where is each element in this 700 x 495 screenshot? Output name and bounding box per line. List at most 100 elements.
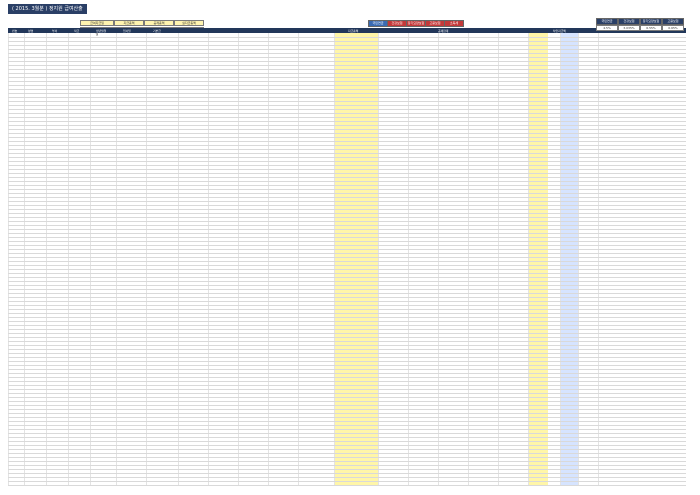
grid-column	[334, 33, 335, 485]
table-row	[8, 341, 686, 346]
table-row	[8, 77, 686, 82]
table-row	[8, 209, 686, 214]
table-row	[8, 281, 686, 286]
table-row	[8, 221, 686, 226]
table-row	[8, 89, 686, 94]
right-value-2: 3.035%	[618, 25, 640, 31]
table-row	[8, 325, 686, 330]
table-row	[8, 141, 686, 146]
grid-column	[238, 33, 239, 485]
table-row	[8, 225, 686, 230]
table-row	[8, 149, 686, 154]
table-row	[8, 253, 686, 258]
table-row	[8, 381, 686, 386]
header-birth: 생년월일	[96, 29, 107, 33]
table-row	[8, 273, 686, 278]
grid-column	[468, 33, 469, 485]
header-no: 번호	[12, 29, 18, 33]
table-row	[8, 293, 686, 298]
table-row	[8, 161, 686, 166]
table-row	[8, 241, 686, 246]
rate-header-5: 소득세	[444, 20, 464, 27]
grid-column	[578, 33, 579, 485]
table-row	[8, 213, 686, 218]
table-row	[8, 349, 686, 354]
header-dept: 부서	[52, 29, 58, 33]
header-name: 성명	[28, 29, 34, 33]
table-row	[8, 233, 686, 238]
right-header-1: 국민연금	[596, 18, 618, 25]
page-title: ( 2015. 3월분 ) 정지원 급여산출	[8, 4, 87, 14]
table-row	[8, 465, 686, 470]
table-row	[8, 201, 686, 206]
grid-column	[560, 33, 561, 485]
table-row	[8, 133, 686, 138]
grid-column	[268, 33, 269, 485]
top-label-1: 급여지급일	[80, 20, 114, 26]
table-row	[8, 41, 686, 46]
grid-column	[178, 33, 179, 485]
table-row	[8, 333, 686, 338]
top-label-4: 실지급총액	[174, 20, 204, 26]
grid-column	[90, 33, 91, 485]
table-row	[8, 229, 686, 234]
right-value-3: 6.55%	[640, 25, 662, 31]
table-row	[8, 217, 686, 222]
table-row	[8, 481, 686, 486]
table-row	[8, 169, 686, 174]
table-row	[8, 317, 686, 322]
table-row	[8, 61, 686, 66]
table-row	[8, 81, 686, 86]
table-row	[8, 313, 686, 318]
table-row	[8, 405, 686, 410]
grid-column	[438, 33, 439, 485]
table-row	[8, 461, 686, 466]
table-row	[8, 361, 686, 366]
table-row	[8, 373, 686, 378]
table-row	[8, 173, 686, 178]
table-row	[8, 345, 686, 350]
table-row	[8, 37, 686, 42]
table-row	[8, 237, 686, 242]
grid-column	[116, 33, 117, 485]
table-row	[8, 329, 686, 334]
table-row	[8, 265, 686, 270]
table-row	[8, 109, 686, 114]
top-label-2: 지급총액	[114, 20, 144, 26]
table-row	[8, 397, 686, 402]
table-row	[8, 301, 686, 306]
table-row	[8, 117, 686, 122]
table-row	[8, 97, 686, 102]
table-row	[8, 49, 686, 54]
grid-column	[24, 33, 25, 485]
table-row	[8, 197, 686, 202]
rate-header-1: 국민연금	[368, 20, 388, 27]
header-deduct: 공제합계	[438, 29, 449, 33]
table-row	[8, 185, 686, 190]
grid-column	[208, 33, 209, 485]
payroll-grid	[8, 33, 686, 486]
table-row	[8, 309, 686, 314]
table-row	[8, 125, 686, 130]
table-row	[8, 189, 686, 194]
table-row	[8, 453, 686, 458]
table-row	[8, 425, 686, 430]
header-total: 지급총액	[348, 29, 359, 33]
grid-column	[378, 33, 379, 485]
grid-column	[46, 33, 47, 485]
table-row	[8, 249, 686, 254]
table-row	[8, 33, 686, 38]
table-row	[8, 421, 686, 426]
table-row	[8, 353, 686, 358]
table-row	[8, 269, 686, 274]
table-row	[8, 85, 686, 90]
grid-column	[298, 33, 299, 485]
grid-column	[498, 33, 499, 485]
table-row	[8, 277, 686, 282]
table-row	[8, 429, 686, 434]
table-row	[8, 193, 686, 198]
table-row	[8, 105, 686, 110]
right-header-2: 건강보험	[618, 18, 640, 25]
table-row	[8, 145, 686, 150]
table-row	[8, 337, 686, 342]
